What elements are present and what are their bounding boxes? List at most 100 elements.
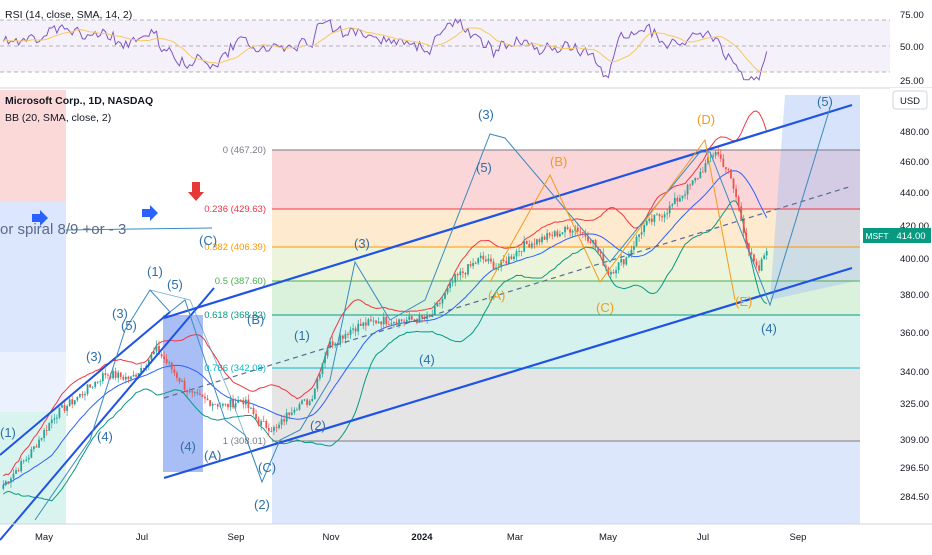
candle-down (410, 316, 413, 320)
candle-up (316, 378, 319, 389)
candle-down (17, 470, 20, 472)
candle-up (426, 315, 429, 319)
wave-label: (4) (761, 321, 777, 336)
candle-up (714, 152, 717, 156)
candle-up (10, 478, 12, 483)
candle-down (533, 243, 536, 245)
candle-down (745, 232, 748, 244)
candle-up (459, 271, 462, 276)
wave-path-blue[interactable] (34, 107, 831, 521)
arrow-down-icon[interactable] (188, 182, 204, 201)
wave-label: (A) (488, 288, 505, 303)
candle-down (484, 259, 487, 262)
candle-down (599, 251, 602, 254)
candle-down (288, 412, 291, 415)
price-tick: 400.00 (900, 254, 929, 265)
candle-down (492, 261, 495, 270)
candle-up (362, 322, 365, 326)
wave-label: (3) (112, 306, 128, 321)
channel-upper-line[interactable] (163, 103, 853, 320)
candle-up (270, 431, 273, 432)
candle-up (285, 412, 288, 422)
candle-up (344, 333, 347, 339)
candle-down (107, 374, 109, 376)
candle-down (158, 345, 160, 355)
candle-up (620, 259, 623, 263)
candle-up (765, 251, 768, 256)
candle-up (293, 409, 296, 413)
candle-up (334, 343, 337, 346)
annotations[interactable]: or spiral 8/9 +or - 3 (0, 182, 204, 238)
candle-down (719, 154, 722, 159)
symbol-title[interactable]: Microsoft Corp., 1D, NASDAQ (5, 95, 153, 107)
candle-up (229, 399, 232, 408)
spiral-annotation-text[interactable]: or spiral 8/9 +or - 3 (0, 221, 126, 238)
candle-up (500, 260, 503, 268)
candle-up (467, 264, 469, 275)
left-red-zone (0, 90, 66, 202)
candle-down (227, 403, 229, 408)
candle-down (735, 188, 737, 197)
candle-up (61, 405, 63, 408)
rsi-legend[interactable]: RSI (14, close, SMA, 14, 2) (5, 9, 132, 21)
fib-label: 0.236 (429.63) (204, 204, 266, 215)
arrow-right-icon[interactable] (142, 205, 158, 221)
candle-up (20, 460, 23, 472)
candle-down (89, 384, 91, 388)
wave-path-orange[interactable] (489, 138, 736, 301)
price-tick: 380.00 (900, 290, 929, 301)
price-axis[interactable]: USD 480.00 460.00 440.00 420.00 400.00 3… (863, 88, 932, 524)
candle-up (147, 359, 150, 366)
currency-button[interactable] (892, 90, 928, 110)
wave-path-blue-2[interactable] (149, 289, 263, 483)
candle-up (546, 233, 549, 240)
candle-down (538, 239, 541, 243)
candle-up (679, 198, 681, 202)
candle-down (740, 206, 743, 220)
candle-up (635, 236, 638, 247)
candle-up (610, 272, 612, 275)
candle-up (433, 306, 436, 316)
candle-down (676, 197, 679, 202)
candle-down (758, 265, 760, 271)
bb-basis (2, 170, 768, 486)
candle-up (694, 178, 697, 181)
candle-up (472, 263, 474, 266)
candle-down (747, 243, 750, 253)
elliott-waves[interactable] (34, 107, 831, 521)
candle-down (127, 376, 130, 380)
left-channel-upper[interactable] (0, 311, 171, 456)
candle-up (513, 256, 515, 259)
candle-up (671, 204, 674, 206)
wave-label: (C) (199, 233, 217, 248)
candle-up (313, 388, 316, 399)
candle-up (244, 399, 247, 405)
candle-up (699, 171, 702, 179)
candle-down (755, 261, 758, 266)
candle-down (206, 398, 209, 401)
time-axis[interactable]: May Jul Sep Nov 2024 Mar May Jul Sep (0, 523, 932, 543)
arrow-right-icon[interactable] (32, 210, 48, 226)
fib-retracement[interactable]: 0 (467.20) 0.236 (429.63) 0.382 (406.39)… (204, 145, 860, 447)
candle-up (326, 347, 329, 357)
candle-down (198, 393, 201, 395)
candle-down (461, 271, 464, 273)
candle-up (656, 214, 658, 216)
channel-mid-line[interactable] (163, 185, 853, 399)
candle-down (520, 251, 523, 252)
candle-up (140, 367, 143, 373)
candle-down (283, 419, 286, 422)
annotation-underline[interactable] (65, 227, 213, 231)
time-tick: Jul (697, 532, 709, 543)
candle-down (7, 481, 10, 483)
candle-up (640, 232, 643, 235)
indicator-legend[interactable]: BB (20, SMA, close, 2) (5, 112, 111, 124)
left-channel-lower[interactable] (0, 287, 215, 541)
candle-up (653, 214, 656, 222)
candle-down (267, 427, 270, 432)
candle-up (367, 319, 370, 326)
candle-up (324, 356, 326, 364)
candle-up (553, 231, 556, 237)
candle-down (306, 399, 309, 406)
candle-up (193, 392, 196, 394)
